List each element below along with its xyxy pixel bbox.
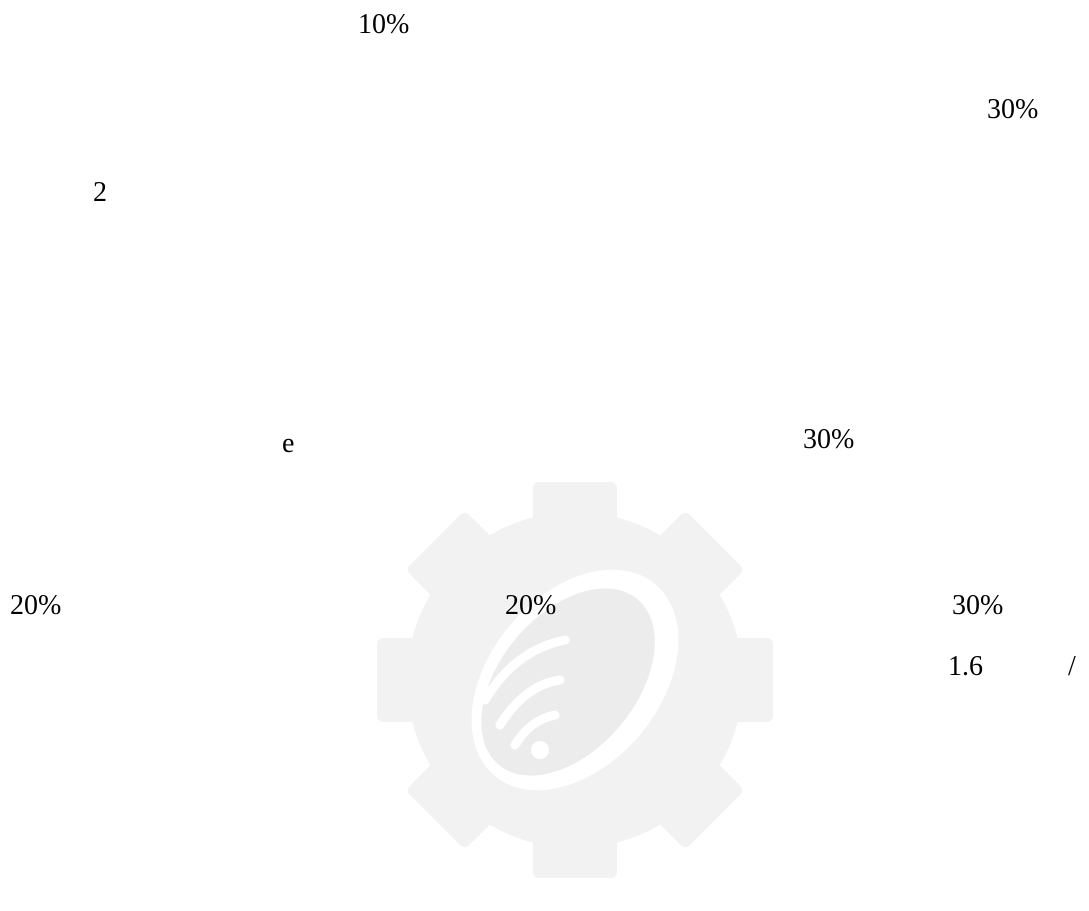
- text-fragment: 10%: [358, 9, 410, 40]
- gear-teeth: [377, 482, 773, 878]
- text-fragment: 1.6: [948, 651, 983, 682]
- text-fragment: 30%: [803, 424, 855, 455]
- text-fragment: 30%: [952, 590, 1004, 621]
- text-fragment: 20%: [10, 590, 62, 621]
- text-fragment: 20%: [505, 590, 557, 621]
- text-fragment: 2: [93, 177, 107, 208]
- logo-wifi: [480, 635, 570, 750]
- text-fragment: e: [282, 428, 295, 459]
- text-fragment: 30%: [987, 94, 1039, 125]
- logo-dot: [531, 741, 549, 759]
- text-fragment: /: [1068, 651, 1076, 682]
